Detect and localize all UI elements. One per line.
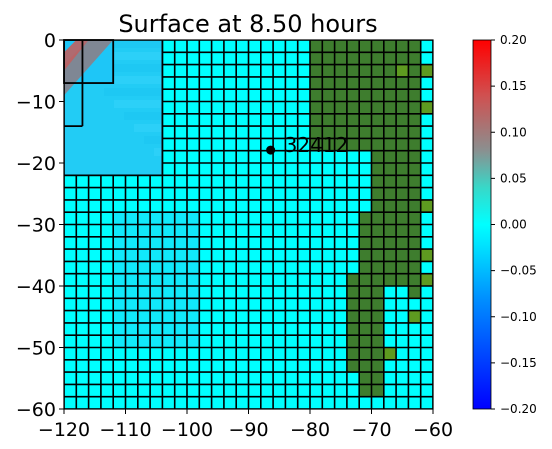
land-tile-light [396,64,409,77]
x-tick-label: −110 [99,419,151,441]
colorbar-tick-label: −0.05 [500,264,537,278]
plot-area: 32412 [63,39,434,410]
x-tick-label: −60 [413,419,453,441]
x-tick-label: −70 [351,419,391,441]
coarse-texture [154,148,163,156]
land-tile-light [420,101,433,114]
colorbar-tick-label: 0.05 [500,171,527,185]
coarse-texture [74,52,163,60]
land-tile-light [383,347,397,360]
colorbar-tick-label: 0.20 [500,33,527,47]
colorbar-tick-label: −0.15 [500,356,537,370]
station-label: 32412 [285,133,349,157]
coarse-texture [144,136,163,144]
station-marker [266,145,276,155]
y-tick-label: 0 [44,30,56,52]
ocean-shade [113,212,200,348]
y-tick-label: −40 [16,276,56,298]
colorbar-tick-label: −0.20 [500,402,537,416]
y-tick-label: −30 [16,215,56,237]
colorbar-tick-label: 0.15 [500,79,527,93]
x-tick-label: −100 [161,419,213,441]
x-axis: −120 −110 −100 −90 −80 −70 −60 [38,409,453,441]
ocean-cut [310,273,347,409]
ocean-cut [310,150,372,213]
colorbar-scale [472,39,492,410]
coarse-texture [124,112,163,120]
chart-title: Surface at 8.50 hours [118,10,377,38]
land-tile-light [420,249,433,262]
x-tick-label: −90 [228,419,268,441]
land-tile-light [420,273,433,286]
x-tick-label: −120 [38,419,90,441]
y-tick-label: −50 [16,338,56,360]
y-tick-label: −20 [16,153,56,175]
coarse-texture [84,64,163,72]
colorbar-tick-label: 0.00 [500,218,527,232]
y-tick-label: −60 [16,399,56,421]
coarse-texture [104,88,163,96]
colorbar: 0.20 0.15 0.10 0.05 0.00 −0.05 −0.10 −0.15 −0.20 [472,33,537,416]
y-axis: 0 −10 −20 −30 −40 −50 −60 [16,30,64,421]
land-tile-light [408,310,421,323]
x-tick-label: −80 [290,419,330,441]
land-tile-light [420,199,433,213]
y-tick-label: −10 [16,92,56,114]
colorbar-tick-label: −0.10 [500,310,537,324]
coarse-texture [94,76,163,84]
coarse-texture [114,100,163,108]
colorbar-tick-label: 0.10 [500,125,527,139]
coarse-texture [134,124,163,132]
land-tile-light [420,64,433,77]
